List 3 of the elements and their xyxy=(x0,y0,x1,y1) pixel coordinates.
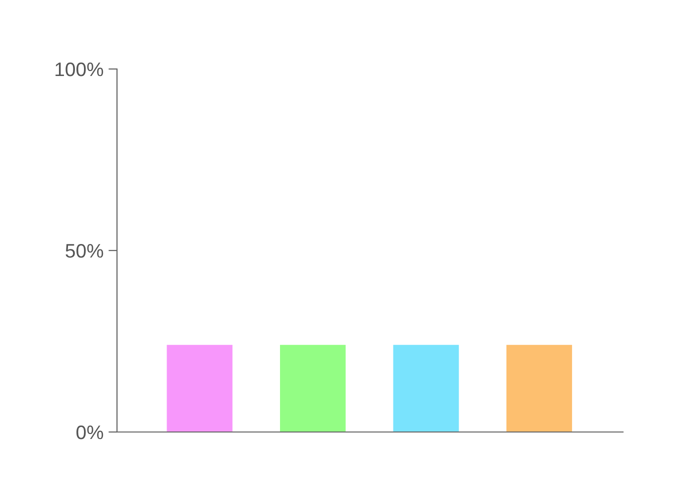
y-tick-label: 0% xyxy=(76,425,104,440)
y-tick-label: 100% xyxy=(56,62,104,76)
y-tick-label: 50% xyxy=(66,244,104,258)
